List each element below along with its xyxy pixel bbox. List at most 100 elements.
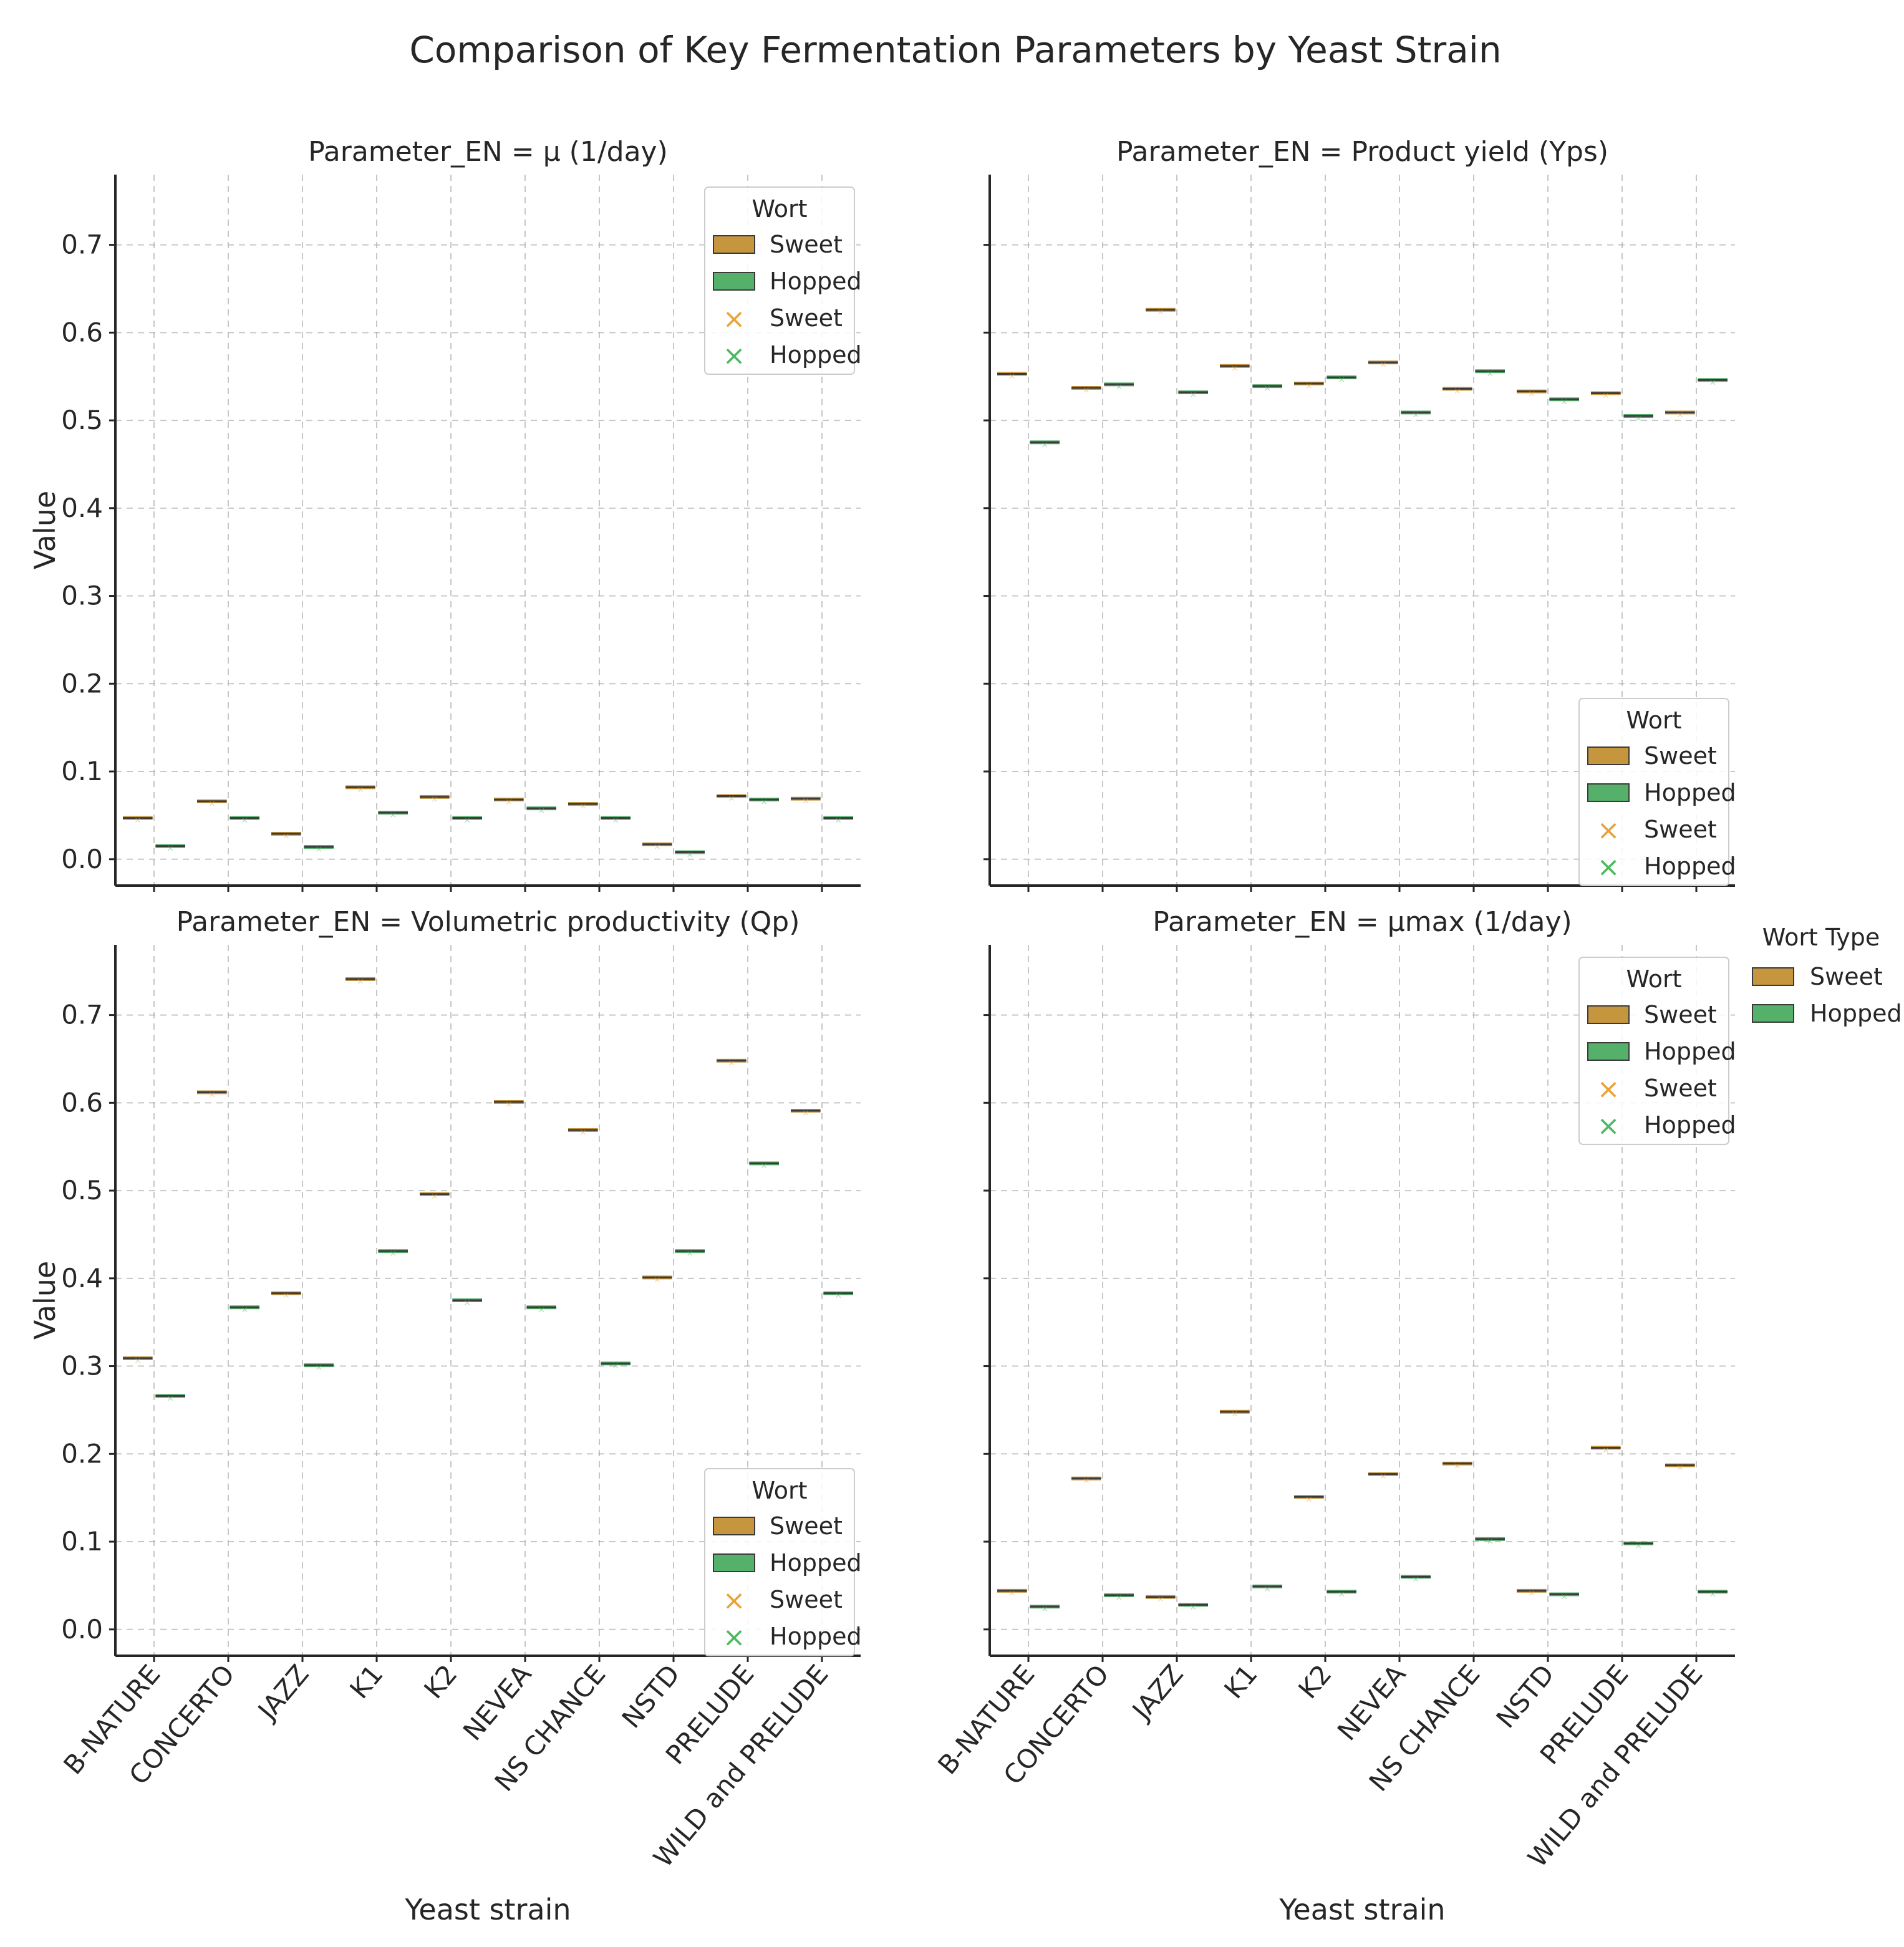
legend-frame	[1578, 957, 1729, 1145]
mean-marker: ×	[686, 850, 693, 860]
mean-marker: ×	[463, 1298, 471, 1308]
mean-marker: ×	[505, 797, 513, 807]
mean-marker: ×	[1454, 1461, 1461, 1471]
mean-marker: ×	[654, 1275, 661, 1285]
mean-marker: ×	[1635, 1541, 1642, 1551]
y-tick-label: 0.5	[61, 1175, 103, 1205]
legend-label-hopped: Hopped	[1644, 779, 1736, 806]
mean-marker: ×	[1486, 369, 1494, 379]
mean-marker: ×	[760, 797, 768, 807]
mean-marker: ×	[612, 1361, 619, 1371]
legend-label-hopped: Hopped	[770, 1623, 862, 1650]
y-tick-label: 0.6	[61, 317, 103, 347]
mean-marker: ×	[1454, 386, 1461, 396]
y-tick-label: 0.4	[61, 1263, 103, 1293]
y-tick-label: 0.5	[61, 405, 103, 435]
legend-frame	[704, 186, 855, 375]
legend-label-hopped: Hopped	[770, 1549, 862, 1577]
subplot-title: Parameter_EN = μ (1/day)	[308, 136, 668, 168]
legend-marker-hopped: ×	[723, 340, 746, 372]
mean-marker: ×	[1412, 1574, 1419, 1584]
legend-marker-hopped: ×	[723, 1621, 746, 1653]
mean-marker: ×	[1189, 390, 1197, 400]
mean-marker: ×	[167, 844, 174, 854]
subplot-1: Parameter_EN = μ (1/day) 0.0 0.1 0.2 0.3 0.4 0…	[28, 136, 862, 892]
mean-marker: ×	[283, 1291, 290, 1301]
legend-label-sweet: Sweet	[770, 1512, 843, 1540]
mean-marker: ×	[728, 793, 735, 803]
legend-wort: Wort Sweet Hopped × Sweet × Hopped	[704, 186, 862, 375]
mean-marker: ×	[505, 1099, 513, 1109]
mean-marker: ×	[315, 1363, 322, 1373]
outer-legend-patch-hopped	[1752, 1004, 1794, 1023]
mean-marker: ×	[134, 816, 142, 826]
legend-frame	[704, 1468, 855, 1656]
mean-marker: ×	[1380, 360, 1387, 370]
legend-label-sweet: Sweet	[1644, 742, 1717, 770]
series-hopped: × × × × × × × × × ×	[1030, 369, 1728, 450]
series-hopped: × × × × × × × × × ×	[155, 797, 853, 860]
outer-legend-title: Wort Type	[1762, 924, 1880, 951]
mean-marker: ×	[1041, 1604, 1048, 1614]
legend-label-sweet: Sweet	[770, 304, 843, 332]
mean-marker: ×	[1380, 1472, 1387, 1482]
mean-marker: ×	[1115, 1593, 1123, 1603]
mean-marker: ×	[1602, 390, 1610, 400]
subplot-title: Parameter_EN = Product yield (Yps)	[1116, 136, 1608, 168]
y-tick-label: 0.2	[61, 1438, 103, 1469]
legend-patch-sweet	[1587, 746, 1630, 765]
legend-label-sweet: Sweet	[1644, 1075, 1717, 1102]
mean-marker: ×	[283, 831, 290, 841]
mean-marker: ×	[1008, 371, 1016, 381]
mean-marker: ×	[1157, 1595, 1164, 1605]
legend-patch-hopped	[713, 272, 755, 291]
subplot-2: Parameter_EN = Product yield (Yps) × × × × × ×…	[983, 136, 1736, 892]
x-axis-label: Yeast strain	[1278, 1893, 1445, 1926]
figure-title: Comparison of Key Fermentation Parameter…	[409, 29, 1501, 71]
y-tick-label: 0.0	[61, 1614, 103, 1645]
y-tick-label: 0.4	[61, 493, 103, 523]
mean-marker: ×	[357, 785, 364, 795]
y-tick-label: 0.6	[61, 1087, 103, 1118]
legend-label-hopped: Hopped	[1644, 853, 1736, 880]
series-sweet: × × × × × × × × × ×	[997, 1409, 1695, 1605]
outer-legend-label-hopped: Hopped	[1810, 1000, 1902, 1027]
mean-marker: ×	[1083, 1476, 1090, 1486]
legend-patch-sweet	[713, 1517, 755, 1535]
mean-marker: ×	[802, 796, 809, 806]
mean-marker: ×	[728, 1058, 735, 1068]
legend-marker-sweet: ×	[723, 1585, 746, 1616]
mean-marker: ×	[208, 799, 216, 809]
mean-marker: ×	[760, 1161, 768, 1171]
legend-marker-hopped: ×	[1597, 1110, 1620, 1142]
y-tick-label: 0.1	[61, 756, 103, 786]
outer-legend-wort-type: Wort Type Sweet Hopped	[1752, 924, 1902, 1027]
series-hopped: × × × × × × × × × ×	[155, 1161, 853, 1403]
mean-marker: ×	[241, 816, 248, 826]
outer-legend-patch-sweet	[1752, 967, 1794, 986]
mean-marker: ×	[389, 810, 397, 820]
series-sweet: × × × × × × × × × ×	[997, 307, 1695, 420]
mean-marker: ×	[538, 806, 545, 816]
mean-marker: ×	[1602, 1445, 1610, 1455]
mean-marker: ×	[1115, 382, 1123, 392]
legend-marker-sweet: ×	[1597, 1073, 1620, 1105]
mean-marker: ×	[686, 1249, 693, 1259]
mean-marker: ×	[1560, 1592, 1568, 1602]
mean-marker: ×	[579, 1128, 587, 1138]
legend-title: Wort	[751, 195, 807, 223]
mean-marker: ×	[1338, 1589, 1345, 1599]
legend-marker-sweet: ×	[723, 303, 746, 335]
mean-marker: ×	[315, 844, 322, 854]
x-axis-label: Yeast strain	[404, 1893, 571, 1926]
legend-patch-hopped	[1587, 1042, 1630, 1061]
mean-marker: ×	[538, 1305, 545, 1315]
mean-marker: ×	[463, 816, 471, 826]
mean-marker: ×	[241, 1305, 248, 1315]
y-tick-label: 0.2	[61, 668, 103, 698]
legend-label-sweet: Sweet	[1644, 1001, 1717, 1028]
mean-marker: ×	[1486, 1537, 1494, 1547]
outer-legend-label-sweet: Sweet	[1810, 963, 1883, 990]
legend-patch-hopped	[713, 1553, 755, 1572]
mean-marker: ×	[1157, 307, 1164, 317]
